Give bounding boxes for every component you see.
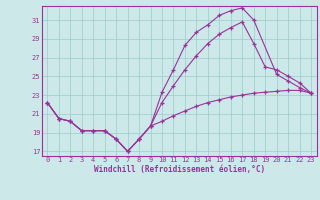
X-axis label: Windchill (Refroidissement éolien,°C): Windchill (Refroidissement éolien,°C): [94, 165, 265, 174]
